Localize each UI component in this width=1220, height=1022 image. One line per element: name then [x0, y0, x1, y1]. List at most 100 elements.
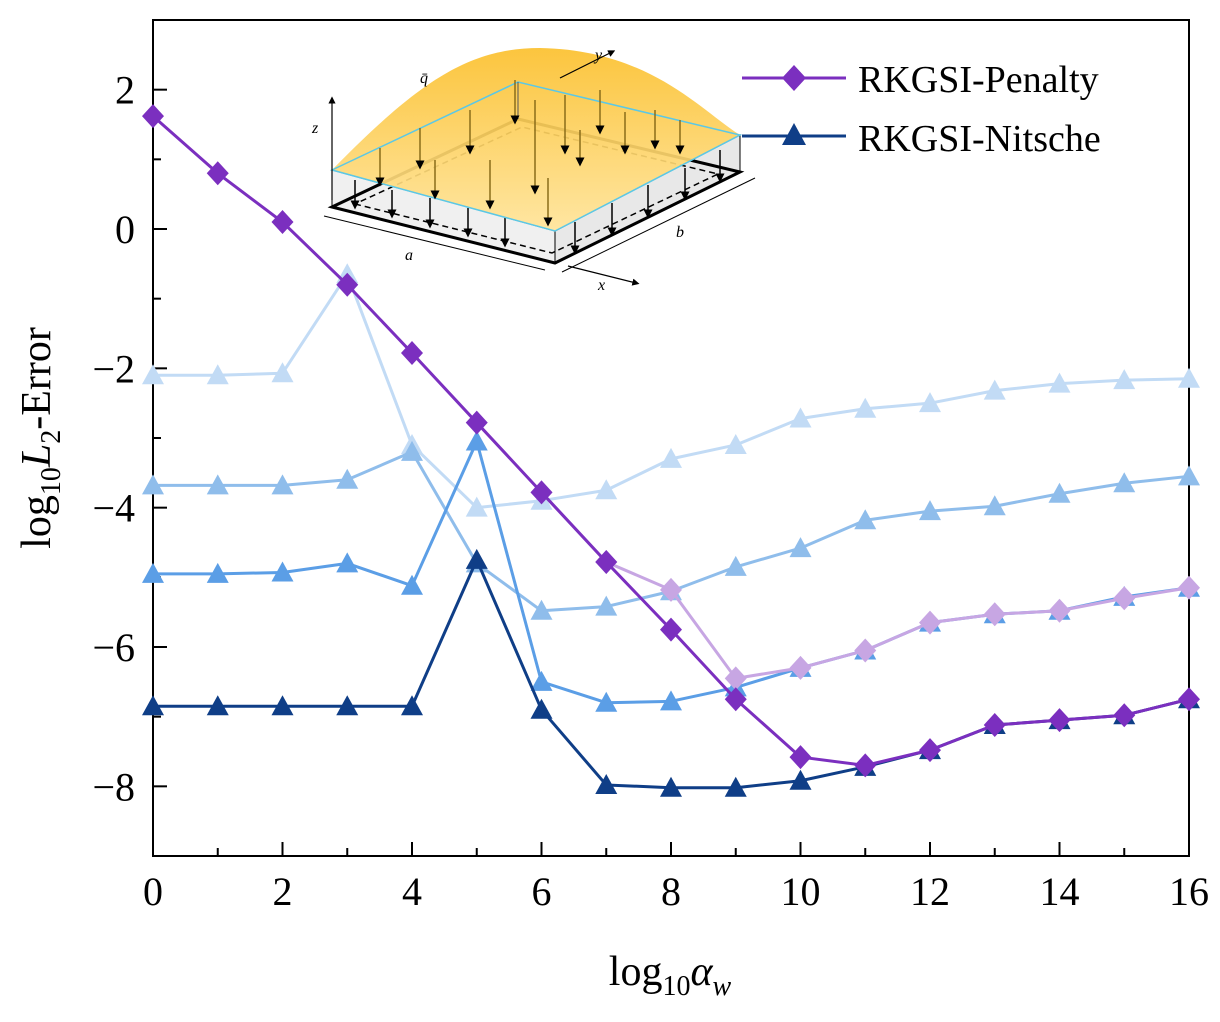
data-point-triangle [401, 695, 423, 716]
y-tick-label: −6 [92, 625, 135, 670]
data-point-triangle [983, 495, 1006, 516]
data-point-diamond [854, 753, 877, 778]
legend-label-nitsche: RKGSI-Nitsche [858, 118, 1101, 160]
data-point-triangle [206, 364, 229, 385]
data-point-triangle [271, 695, 294, 716]
series-line [153, 272, 1190, 510]
series-line [153, 439, 1190, 705]
data-point-triangle [983, 379, 1006, 400]
data-point-triangle [465, 548, 488, 569]
data-point-triangle [1178, 367, 1200, 388]
y-axis-ticks: −8 −6 −4 −2 0 2 [92, 19, 167, 857]
series-1 [142, 263, 1200, 517]
inset-label-load: q̄ [420, 70, 428, 87]
data-point-diamond [1048, 598, 1071, 623]
data-point-diamond [530, 480, 553, 505]
data-point-diamond [1048, 708, 1071, 733]
data-point-triangle [142, 695, 164, 716]
data-point-triangle [142, 474, 164, 495]
data-point-triangle [336, 552, 359, 573]
data-point-triangle [595, 773, 618, 794]
data-point-diamond [206, 161, 229, 186]
data-point-triangle [465, 496, 488, 517]
inset-label-y: y [593, 47, 603, 64]
legend: RKGSI-Penalty RKGSI-Nitsche [742, 59, 1101, 160]
x-tick-label: 4 [402, 869, 422, 914]
data-point-triangle [660, 690, 682, 711]
data-point-triangle [1048, 482, 1071, 503]
data-point-diamond [724, 687, 747, 712]
load-surface [332, 48, 740, 231]
data-point-triangle [465, 430, 488, 451]
dim-a-line [323, 215, 546, 271]
x-tick-label: 6 [532, 869, 552, 914]
inset-x-axis [567, 265, 640, 286]
data-point-triangle [530, 698, 553, 719]
data-point-triangle [660, 447, 682, 468]
data-point-triangle [206, 695, 229, 716]
data-point-triangle [1113, 472, 1136, 493]
data-point-diamond [142, 104, 164, 129]
data-point-triangle [724, 433, 747, 454]
legend-marker-nitsche [782, 123, 806, 145]
data-point-triangle [1178, 465, 1200, 486]
data-point-triangle [595, 595, 618, 616]
data-point-diamond [1178, 687, 1200, 712]
data-point-diamond [724, 666, 747, 691]
data-point-triangle [206, 474, 229, 495]
inset-label-a: a [405, 247, 413, 264]
x-tick-label: 10 [781, 869, 821, 914]
data-point-triangle [336, 695, 359, 716]
data-point-triangle [595, 691, 618, 712]
x-tick-label: 8 [661, 869, 681, 914]
data-point-triangle [142, 364, 164, 385]
inset-plate-diagram: q̄ z y x a b [311, 47, 756, 294]
data-point-diamond [789, 655, 812, 680]
data-point-diamond [465, 410, 488, 435]
data-point-triangle [724, 776, 747, 797]
data-point-diamond [660, 617, 682, 642]
data-point-triangle [1113, 369, 1136, 390]
data-point-triangle [530, 670, 553, 691]
data-point-triangle [271, 362, 294, 383]
data-point-diamond [983, 713, 1006, 738]
data-point-diamond [660, 577, 682, 602]
x-axis-ticks: 0 2 4 6 8 10 12 14 16 [143, 842, 1209, 914]
legend-label-penalty: RKGSI-Penalty [858, 59, 1099, 101]
data-point-diamond [854, 638, 877, 663]
x-tick-label: 2 [273, 869, 293, 914]
data-point-triangle [724, 555, 747, 576]
y-tick-label: 2 [115, 68, 135, 113]
series-layer [142, 104, 1200, 797]
y-tick-label: −8 [92, 764, 135, 809]
inset-y-axis [559, 50, 616, 79]
inset-label-b: b [676, 224, 684, 241]
data-point-triangle [401, 440, 423, 461]
data-point-diamond [271, 210, 294, 235]
data-point-diamond [919, 610, 941, 635]
inset-label-x: x [597, 277, 605, 294]
y-tick-label: 0 [115, 207, 135, 252]
x-tick-label: 0 [143, 869, 163, 914]
load-arrows [375, 80, 685, 227]
data-point-triangle [595, 479, 618, 500]
x-tick-label: 12 [910, 869, 950, 914]
data-point-diamond [1113, 586, 1136, 611]
x-axis-title: log10αw [609, 949, 732, 1002]
data-point-triangle [789, 769, 812, 790]
data-point-triangle [789, 537, 812, 558]
series-3 [142, 430, 1200, 712]
data-point-triangle [1048, 372, 1071, 393]
data-point-diamond [401, 341, 423, 366]
data-point-diamond [1178, 575, 1200, 600]
x-tick-label: 14 [1040, 869, 1080, 914]
y-axis-title: log10L2-Error [14, 327, 67, 549]
data-point-diamond [983, 602, 1006, 627]
plate-top-outline [329, 81, 743, 232]
data-point-triangle [336, 468, 359, 489]
data-point-triangle [919, 392, 941, 413]
support-arrows [350, 150, 725, 255]
data-point-diamond [595, 550, 618, 575]
x-tick-label: 16 [1169, 869, 1209, 914]
